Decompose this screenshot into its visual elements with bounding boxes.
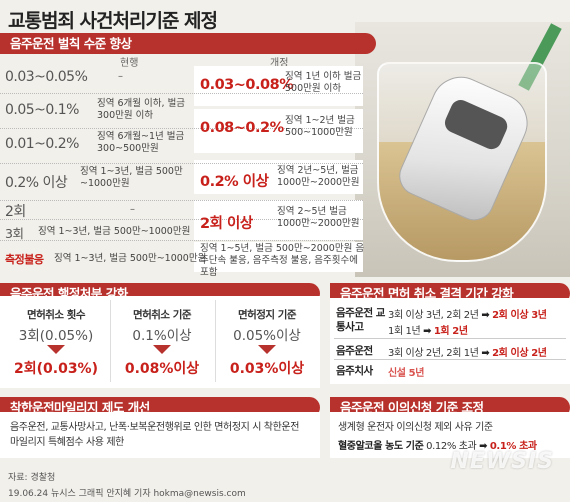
divider (110, 300, 111, 382)
card-label: 면허정지 기준 (237, 309, 297, 321)
table-row (0, 165, 363, 201)
revised-cell (194, 200, 363, 240)
column-header-revised: 개정 (270, 58, 289, 69)
revised-cell (194, 109, 363, 153)
credit-note: 19.06.24 뉴시스 그래픽 안지혜 기자 hokma@newsis.com (8, 489, 246, 499)
arrow-right-icon: ➡ (481, 310, 490, 321)
revised-cell (194, 66, 363, 106)
appeal-panel (330, 412, 570, 458)
current-penalty: – (118, 71, 123, 82)
mileage-panel (0, 412, 320, 458)
current-penalty: 징역 6개월~1년 벌금 300~500만원 (97, 131, 185, 154)
divider (215, 300, 216, 382)
revised-threshold: 0.2% 이상 (200, 174, 269, 190)
card-new-value: 0.08%이상 (124, 361, 200, 377)
car-in-glass-illustration (355, 22, 570, 277)
source-note: 자료: 경찰청 (8, 473, 56, 483)
rule-text: 1회 1년 ➡ 1회 2년 (388, 326, 468, 337)
card-old-value: 3회(0.05%) (18, 328, 94, 344)
table-row (0, 95, 363, 129)
triangle-down-icon (153, 345, 171, 354)
current-penalty: 징역 1~3년, 벌금 500만~1000만원 (54, 253, 207, 264)
current-penalty: 징역 6개월 이하, 벌금 300만원 이하 (97, 98, 186, 121)
card-label: 면허취소 기준 (132, 309, 192, 321)
divider (334, 338, 566, 339)
revised-penalty: 징역 2년~5년, 벌금 1000만~2000만원 (277, 165, 360, 188)
current-threshold: 측정불응 (5, 253, 44, 266)
arrow-right-icon: ➡ (481, 348, 490, 359)
revised-penalty: 징역 1~5년, 벌금 500만~2000만원 음주단속 불응, 음주측정 불응… (200, 243, 365, 278)
triangle-down-icon (258, 345, 276, 354)
row-label: 음주치사 (336, 365, 373, 377)
revised-cell (194, 160, 363, 194)
table-row (0, 130, 363, 164)
revised-threshold: 0.03~0.08% (200, 77, 294, 93)
table-row (0, 66, 363, 94)
current-threshold: 0.01~0.2% (5, 136, 79, 152)
triangle-down-icon (47, 345, 65, 354)
appeal-threshold: 혈중알코올 농도 기준 0.12% 초과 ➡ 0.1% 초과 (338, 441, 537, 452)
current-penalty: – (130, 204, 135, 215)
admin-panel (0, 296, 320, 388)
row-label: 음주운전 교통사고 (336, 307, 385, 333)
revised-penalty: 징역 1년 이하 벌금 500만원 이하 (285, 71, 362, 94)
revised-penalty: 징역 1~2년 벌금 500~1000만원 (285, 115, 355, 138)
card-new-value: 0.03%이상 (229, 361, 305, 377)
current-threshold: 3회 (5, 226, 24, 241)
disqualification-panel (330, 298, 570, 384)
appeal-criteria: 생계형 운전자 이의신청 제외 사유 기준 (338, 422, 493, 433)
current-penalty: 징역 1~3년, 벌금 500만~1000만원 (80, 166, 183, 189)
revised-threshold: 0.08~0.2% (200, 120, 284, 136)
card-old-value: 0.05%이상 (233, 328, 301, 344)
card-new-value: 2회(0.03%) (14, 361, 98, 377)
arrow-right-icon: ➡ (423, 326, 432, 337)
rule-text: 3회 이상 2년, 2회 1년 ➡ 2회 이상 2년 (388, 348, 547, 359)
revised-cell (194, 242, 363, 272)
current-threshold: 0.2% 이상 (5, 175, 68, 191)
rule-text: 신설 5년 (388, 368, 425, 379)
newsis-watermark: NEWSIS (450, 449, 554, 474)
rule-text: 3회 이상 3년, 2회 2년 ➡ 2회 이상 3년 (388, 310, 547, 321)
divider (334, 359, 566, 360)
mileage-description: 음주운전, 교통사망사고, 난폭·보복운전행위로 인한 면허정지 시 착한운전 … (10, 422, 300, 448)
section-banner-penalty: 음주운전 벌칙 수준 향상 (0, 33, 376, 54)
current-penalty: 징역 1~3년, 벌금 500만~1000만원 (38, 226, 191, 237)
current-threshold: 0.03~0.05% (5, 69, 88, 85)
arrow-right-icon: ➡ (479, 441, 488, 452)
card-label: 면허취소 횟수 (26, 309, 86, 321)
table-row (0, 202, 363, 220)
current-threshold: 0.05~0.1% (5, 102, 79, 118)
current-threshold: 2회 (5, 204, 26, 220)
column-header-current: 현행 (120, 58, 139, 69)
page-title: 교통범죄 사건처리기준 제정 (8, 10, 218, 32)
table-row (0, 221, 363, 241)
revised-penalty: 징역 2~5년 벌금 1000만~2000만원 (277, 206, 360, 229)
row-label: 음주운전 (336, 345, 373, 357)
revised-threshold: 2회 이상 (200, 216, 253, 232)
card-old-value: 0.1%이상 (132, 328, 192, 344)
